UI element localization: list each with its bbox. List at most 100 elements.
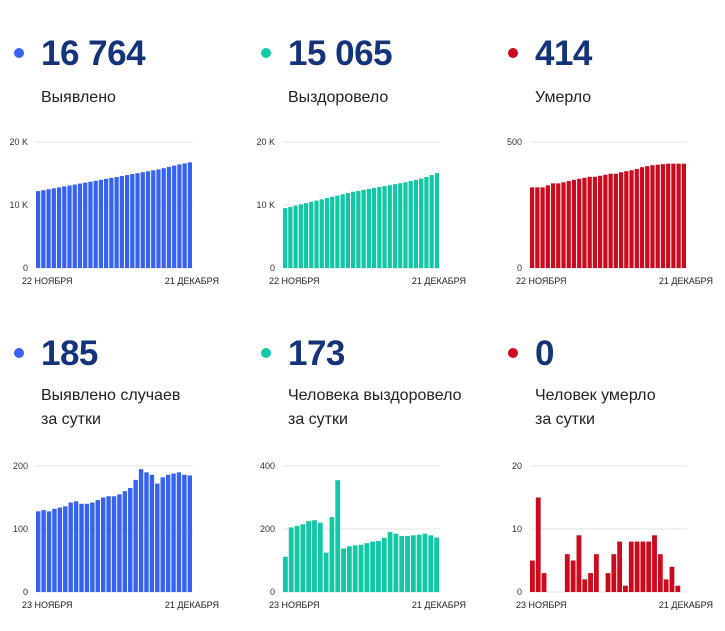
bar	[84, 503, 90, 592]
bar	[151, 170, 156, 268]
y-tick-label: 10 K	[9, 200, 28, 210]
x-start-label: 22 НОЯБРЯ	[516, 276, 567, 286]
stat-label-line: за сутки	[288, 411, 348, 428]
bar	[341, 548, 346, 592]
bar	[582, 579, 588, 592]
bar	[652, 535, 657, 592]
bar	[428, 535, 434, 592]
bar	[171, 473, 176, 592]
bar	[312, 520, 317, 592]
bar	[161, 168, 166, 268]
bar	[381, 537, 387, 592]
bar	[62, 186, 67, 268]
stat-label: Человека выздоровело за сутки	[288, 384, 461, 432]
bar	[413, 179, 419, 268]
bar	[41, 510, 46, 592]
bar	[172, 165, 177, 268]
bar	[130, 174, 135, 268]
bar	[405, 535, 410, 592]
bar	[156, 169, 161, 268]
bar	[187, 162, 192, 268]
bar	[364, 543, 370, 592]
bar	[540, 187, 545, 268]
stat-number: 414	[535, 34, 592, 73]
bar	[144, 472, 149, 592]
y-tick-label: 200	[13, 461, 28, 471]
bar	[603, 174, 608, 268]
bar	[370, 541, 376, 592]
bar	[669, 566, 675, 592]
legend-dot	[508, 48, 518, 58]
bar	[663, 579, 669, 592]
stat-number: 173	[288, 334, 345, 373]
bar	[582, 177, 587, 268]
y-tick-label: 0	[23, 587, 28, 597]
bar	[424, 176, 429, 268]
bar	[613, 173, 618, 268]
bar	[387, 532, 393, 592]
bar	[592, 176, 598, 268]
bar	[587, 176, 592, 268]
bar	[535, 497, 541, 592]
bar	[371, 187, 377, 268]
bar	[104, 178, 109, 268]
x-end-label: 21 ДЕКАБРЯ	[659, 600, 713, 610]
bar	[623, 585, 628, 592]
legend-dot	[14, 48, 24, 58]
bar	[530, 187, 535, 268]
stat-number: 16 764	[41, 34, 146, 73]
stat-label-line: Умерло	[535, 89, 592, 106]
bar	[634, 168, 639, 268]
bar	[403, 182, 408, 268]
bar	[68, 502, 73, 592]
bar	[356, 190, 361, 268]
x-end-label: 21 ДЕКАБРЯ	[412, 276, 466, 286]
bar	[67, 185, 72, 268]
bar	[46, 511, 52, 592]
stat-number: 0	[535, 334, 554, 373]
legend-dot	[261, 348, 271, 358]
bar	[429, 175, 434, 268]
bar	[676, 163, 681, 268]
bar	[133, 479, 138, 592]
bar	[283, 556, 288, 592]
bar	[624, 171, 629, 268]
bar	[398, 183, 403, 268]
legend-dot	[14, 348, 24, 358]
bar	[376, 540, 381, 592]
chart-detected-daily: 0 100 200 23 НОЯБРЯ 21 ДЕКАБРЯ	[13, 461, 219, 610]
stat-label: Человек умерло за сутки	[535, 384, 656, 432]
bar	[352, 545, 358, 592]
bar	[340, 194, 345, 268]
stat-label-line: за сутки	[535, 411, 595, 428]
bar	[628, 541, 634, 592]
stat-label: Выздоровело	[288, 86, 388, 110]
bar	[283, 208, 288, 268]
bar	[422, 533, 428, 592]
bar	[149, 474, 155, 592]
chart-deaths-daily: 0 10 20 23 НОЯБРЯ 21 ДЕКАБРЯ	[512, 461, 713, 610]
bar	[90, 502, 95, 592]
bar	[617, 541, 623, 592]
bar	[335, 195, 340, 268]
bar	[36, 191, 41, 268]
bar	[561, 182, 566, 268]
bar	[317, 522, 323, 592]
bar	[598, 175, 603, 268]
bar	[52, 508, 57, 592]
bar	[593, 554, 599, 592]
bar	[550, 183, 556, 268]
bar	[41, 190, 46, 268]
stat-label-line: Выздоровело	[288, 89, 389, 106]
bar	[387, 185, 392, 268]
bar	[324, 198, 330, 268]
bar	[306, 521, 312, 592]
y-tick-label: 0	[23, 263, 28, 273]
stat-number: 185	[41, 334, 98, 373]
bar	[588, 573, 593, 592]
bar	[556, 183, 561, 268]
bar	[135, 173, 140, 268]
bar	[122, 491, 128, 592]
x-start-label: 22 НОЯБРЯ	[22, 276, 73, 286]
bar	[128, 488, 133, 592]
